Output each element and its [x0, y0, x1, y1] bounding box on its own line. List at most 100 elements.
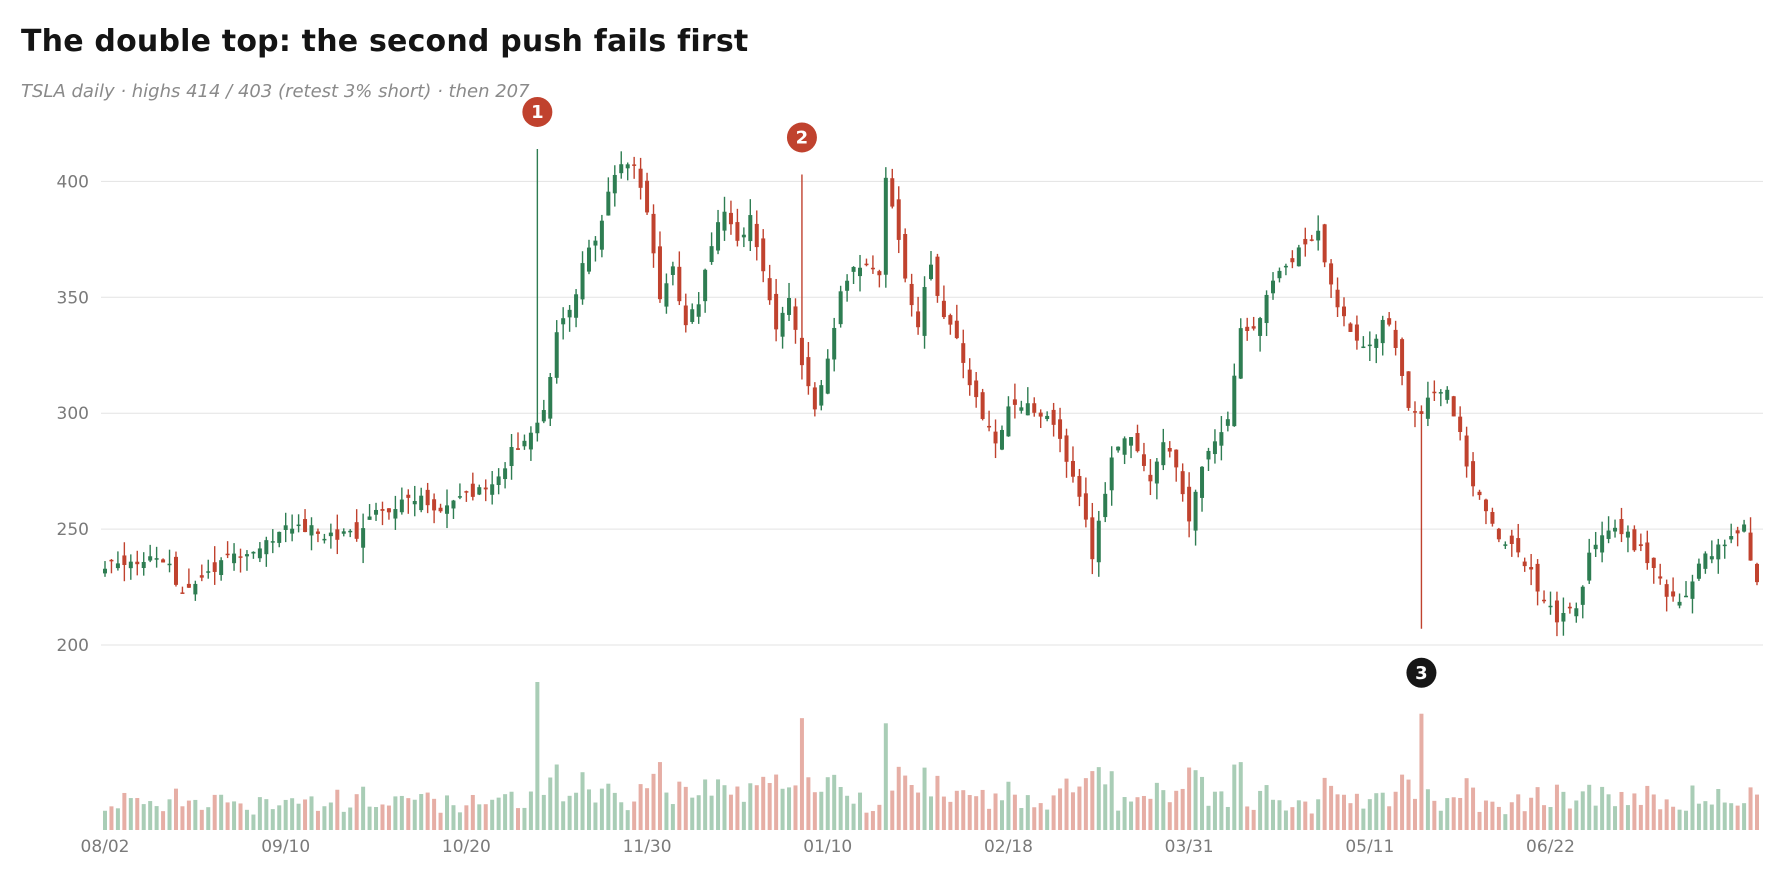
candle [1567, 602, 1572, 614]
x-tick-label: 05/11 [1345, 837, 1394, 857]
candle-body [193, 583, 198, 595]
candle-body [948, 315, 953, 325]
y-tick-label-200: 200 [57, 636, 89, 656]
candle [515, 432, 521, 451]
volume-bar [1619, 791, 1624, 830]
candle [1064, 428, 1069, 478]
volume-bar [1187, 767, 1192, 830]
candle [909, 273, 914, 317]
candle-body [135, 561, 140, 565]
candle-body [1322, 224, 1327, 263]
candle-body [1161, 442, 1166, 466]
volume-bar [406, 798, 411, 830]
candle-body [548, 376, 553, 419]
candle [1193, 489, 1198, 546]
candle [1083, 477, 1088, 528]
candle-body [1361, 346, 1366, 349]
volume-bar [1658, 809, 1663, 830]
candle-body [1664, 584, 1669, 597]
candle-body [722, 211, 727, 231]
volume-bar [348, 807, 353, 830]
volume-bar [1471, 787, 1476, 830]
volume-bar [1245, 806, 1250, 830]
y-tick-label-250: 250 [57, 520, 89, 540]
candle-body [599, 220, 604, 250]
volume-bar [1709, 804, 1714, 830]
candle-body [141, 562, 146, 569]
candle-body [1606, 530, 1611, 539]
candle-body [1419, 411, 1424, 414]
candle [1245, 317, 1250, 341]
volume-bar [328, 802, 333, 830]
candle [186, 568, 191, 588]
volume-bar [1587, 784, 1592, 830]
volume-bar [870, 811, 875, 830]
volume-bar [1613, 806, 1618, 830]
candle-body [896, 199, 901, 240]
volume-bar [1051, 795, 1056, 830]
volume-bar [1451, 797, 1456, 830]
candle-body [941, 300, 946, 318]
candle-body [999, 429, 1004, 450]
candle-body [606, 191, 611, 216]
candle-body [664, 283, 669, 307]
candle-body [1451, 396, 1456, 417]
candle [1174, 449, 1179, 482]
volume-bar [1271, 799, 1276, 830]
x-tick-label: 09/10 [261, 837, 310, 857]
candle-body [1535, 563, 1540, 592]
candle [503, 462, 508, 489]
volume-bar [1406, 779, 1411, 830]
candle [1619, 507, 1624, 543]
candle [890, 168, 895, 209]
candle [1303, 227, 1308, 257]
volume-bar [638, 784, 643, 830]
candle-body [1070, 460, 1075, 477]
volume-bar [483, 804, 488, 830]
volume-bar [1600, 786, 1605, 830]
candle-body [1309, 239, 1314, 241]
candle [858, 254, 863, 292]
candle-body [1245, 326, 1250, 332]
volume-bar [1135, 797, 1140, 830]
volume-bar [1200, 776, 1205, 830]
volume-bar [690, 797, 695, 830]
candle [341, 528, 346, 537]
volume-bar [535, 682, 540, 830]
candle-body [1122, 438, 1127, 455]
volume-bar [1006, 781, 1011, 830]
volume-bar [935, 775, 940, 830]
candle-body [425, 489, 430, 506]
candle-body [406, 494, 411, 498]
candle [1032, 397, 1037, 417]
volume-bar [993, 793, 998, 830]
annotation-markers: 1 2 3 [522, 96, 1437, 688]
candle [1625, 525, 1630, 553]
volume-bar [1045, 809, 1050, 830]
candle [528, 426, 533, 461]
candle-body [277, 531, 282, 543]
volume-bar [722, 785, 727, 830]
candle [322, 533, 327, 544]
candle-body [1677, 601, 1682, 606]
candle [819, 379, 824, 411]
volume-bar [1154, 782, 1159, 830]
candle-body [1180, 471, 1185, 495]
candle-body [1251, 326, 1256, 329]
candle-body [1638, 544, 1643, 547]
candle-body [1090, 517, 1095, 560]
volume-bar [1032, 807, 1037, 830]
candle-body [1613, 527, 1618, 532]
volume-bar [451, 805, 456, 830]
volume-bar [1264, 785, 1269, 830]
candle [1658, 563, 1663, 585]
volume-bar [948, 801, 953, 830]
volume-bar [1567, 808, 1572, 830]
volume-bar [1122, 797, 1127, 830]
candles [102, 148, 1760, 637]
candle-body [309, 525, 314, 536]
candle-body [754, 223, 759, 248]
volume-bar [1206, 805, 1211, 830]
volume-bar [1077, 786, 1082, 830]
volume-bar [928, 796, 934, 830]
